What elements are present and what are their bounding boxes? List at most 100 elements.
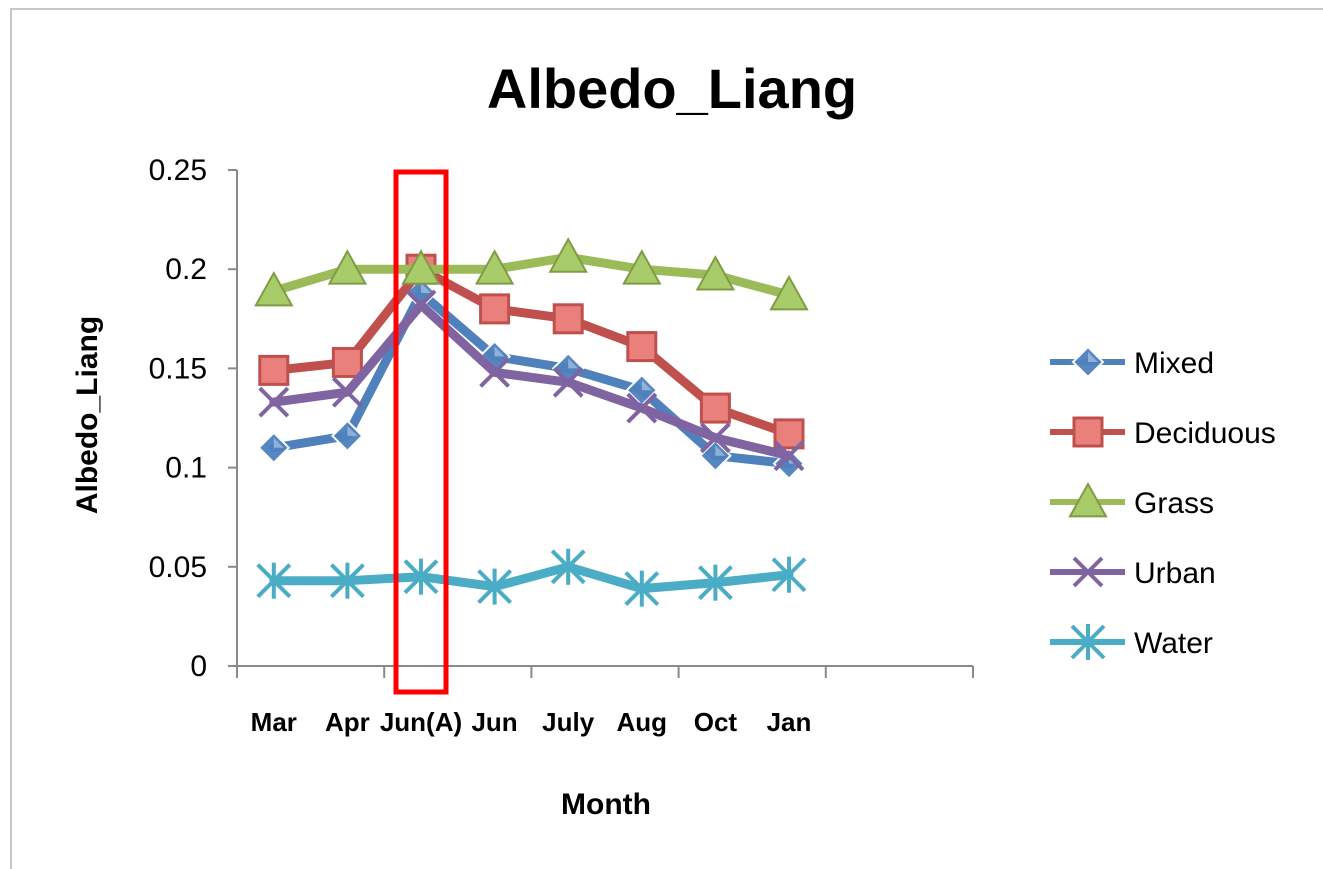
data-point-grass	[474, 249, 515, 285]
x-tick-label: Jan	[767, 707, 812, 737]
marker-highlight	[494, 346, 505, 357]
triangle-marker	[327, 249, 368, 285]
square-marker	[773, 418, 805, 450]
triangle-marker	[254, 270, 294, 307]
square-marker	[552, 303, 584, 335]
legend-item-grass: Grass	[1050, 481, 1214, 520]
data-point-urban	[331, 376, 363, 408]
triangle-marker	[401, 249, 441, 285]
data-point-grass	[401, 249, 441, 285]
marker-highlight	[1088, 352, 1098, 362]
data-point-deciduous	[258, 354, 290, 386]
legend-marker-deciduous	[1072, 416, 1104, 448]
data-point-grass	[769, 274, 809, 311]
x-axis-label: Month	[561, 788, 651, 821]
data-point-urban	[773, 440, 805, 472]
data-point-water	[550, 548, 586, 585]
data-point-deciduous	[699, 392, 731, 424]
data-point-water	[403, 558, 439, 595]
legend-label: Mixed	[1134, 347, 1214, 380]
data-point-grass	[548, 237, 588, 273]
triangle-marker	[548, 237, 588, 273]
x-tick-label: Jun	[471, 707, 517, 737]
data-point-grass	[327, 249, 368, 285]
square-marker	[626, 331, 658, 363]
triangle-marker	[769, 274, 809, 311]
data-point-water	[329, 562, 365, 599]
chart-frame	[10, 8, 1323, 869]
highlight-layer	[393, 169, 449, 695]
legend-label: Urban	[1134, 557, 1216, 590]
data-point-water	[624, 570, 660, 607]
square-marker	[258, 354, 290, 386]
x-marker-stroke	[773, 440, 805, 472]
legend-marker-urban	[1072, 556, 1104, 588]
legend-label: Grass	[1134, 487, 1214, 520]
data-point-deciduous	[626, 331, 658, 363]
data-point-urban	[552, 366, 584, 398]
data-point-mixed	[625, 373, 659, 407]
data-point-deciduous	[773, 418, 805, 450]
legend: Mixed Deciduous Grass Urban Water	[1050, 345, 1276, 660]
x-tick-label: Jun(A)	[380, 707, 462, 737]
series-line-grass	[269, 252, 794, 300]
x-tick-label: Aug	[617, 707, 668, 737]
x-tick-label: Mar	[251, 707, 297, 737]
data-point-mixed	[330, 419, 364, 453]
x-marker-stroke	[331, 376, 363, 408]
x-marker-stroke	[258, 386, 290, 418]
data-point-grass	[254, 270, 294, 307]
data-point-mixed	[257, 431, 291, 465]
x-tick-label: Oct	[694, 707, 738, 737]
series-deciduous	[258, 253, 805, 450]
triangle-marker	[474, 249, 515, 285]
data-point-deciduous	[479, 293, 511, 325]
legend-item-urban: Urban	[1050, 556, 1216, 590]
marker-highlight	[273, 437, 284, 448]
x-tick-label: Apr	[325, 707, 370, 737]
legend-marker-mixed	[1071, 345, 1105, 379]
marker-highlight	[347, 425, 358, 436]
triangle-marker	[695, 255, 736, 291]
legend-label: Deciduous	[1134, 417, 1276, 450]
x-marker-stroke	[626, 392, 658, 424]
x-marker-stroke	[699, 422, 731, 454]
triangle-marker	[1068, 481, 1108, 518]
y-tick-label: 0	[190, 650, 207, 683]
legend-label: Water	[1134, 627, 1213, 660]
data-point-grass	[695, 255, 736, 291]
y-tick-label: 0.2	[165, 253, 207, 286]
data-point-water	[477, 568, 513, 605]
marker-highlight	[568, 358, 579, 369]
data-point-urban	[626, 392, 658, 424]
legend-item-mixed: Mixed	[1050, 345, 1214, 380]
data-point-water	[697, 564, 733, 601]
data-point-deciduous	[331, 346, 363, 378]
series-urban	[258, 289, 805, 472]
x-tick-label: July	[542, 707, 595, 737]
square-marker	[331, 346, 363, 378]
data-point-deciduous	[552, 303, 584, 335]
series-line-mixed	[269, 288, 794, 469]
marker-highlight	[715, 445, 726, 456]
data-point-urban	[699, 422, 731, 454]
highlight-box	[393, 169, 449, 695]
x-marker-stroke	[405, 289, 437, 321]
legend-item-water: Water	[1050, 624, 1213, 660]
data-point-water	[256, 562, 292, 599]
data-point-mixed	[698, 439, 732, 473]
series-line-water	[269, 562, 794, 594]
legend-marker-water	[1070, 624, 1106, 660]
data-point-urban	[479, 356, 511, 388]
legend-item-deciduous: Deciduous	[1050, 416, 1276, 450]
series-water	[256, 548, 807, 607]
series-grass	[254, 237, 809, 311]
marker-highlight	[421, 283, 431, 294]
axes: 0 0.05 0.1 0.15 0.2 0.25 Mar Apr Jun(A) Jun July Au…	[149, 154, 974, 737]
legend-marker-grass	[1068, 481, 1108, 518]
triangle-marker	[622, 249, 662, 285]
data-point-water	[771, 556, 807, 593]
y-tick-label: 0.05	[149, 551, 207, 584]
y-tick-label: 0.15	[149, 352, 207, 385]
